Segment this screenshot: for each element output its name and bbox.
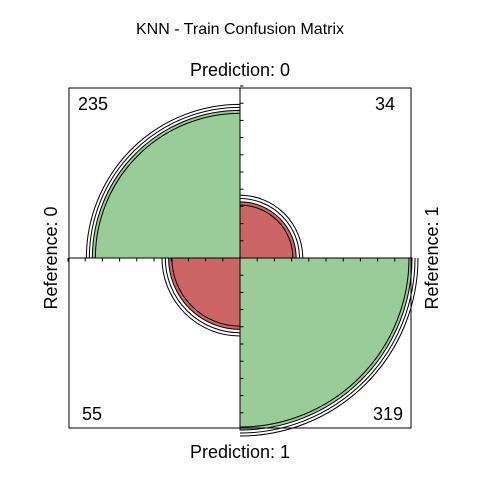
left-axis-label: Reference: 0 (41, 206, 61, 309)
axis-tick-group (67, 85, 413, 431)
chart-title: KNN - Train Confusion Matrix (136, 21, 344, 38)
cell-count-ref0-pred1: 55 (82, 404, 102, 424)
confidence-ring-ref0-pred1-3 (161, 257, 241, 337)
confidence-ring-ref0-pred0-2 (88, 106, 241, 259)
quadrant-ref1-pred1 (239, 257, 413, 431)
top-axis-label: Prediction: 0 (190, 60, 290, 80)
confidence-ring-ref1-pred1-3 (239, 257, 419, 437)
confidence-ring-ref1-pred1-1 (239, 257, 410, 428)
confidence-ring-ref0-pred1-1 (171, 257, 241, 327)
cell-count-ref0-pred0: 235 (78, 94, 108, 114)
quadrant-ref0-pred0 (91, 109, 241, 259)
confidence-ring-ref1-pred0-1 (239, 204, 294, 259)
confidence-ring-ref0-pred0-3 (85, 103, 241, 259)
cell-count-group: 235 34 55 319 (78, 94, 403, 424)
plot-frame (68, 87, 412, 429)
cell-count-ref1-pred0: 34 (375, 94, 395, 114)
confidence-ring-group (85, 103, 419, 437)
quadrant-ref1-pred0 (239, 201, 297, 259)
bottom-axis-label: Prediction: 1 (190, 442, 290, 462)
confidence-ring-ref0-pred1-2 (164, 257, 241, 334)
quadrant-ref0-pred1 (168, 257, 241, 330)
quadrant-group (91, 109, 413, 431)
right-axis-label: Reference: 1 (422, 206, 442, 309)
confidence-ring-ref1-pred0-3 (239, 194, 304, 259)
cell-count-ref1-pred1: 319 (373, 404, 403, 424)
confidence-ring-ref1-pred0-2 (239, 198, 300, 259)
confidence-ring-ref0-pred0-1 (94, 112, 241, 259)
